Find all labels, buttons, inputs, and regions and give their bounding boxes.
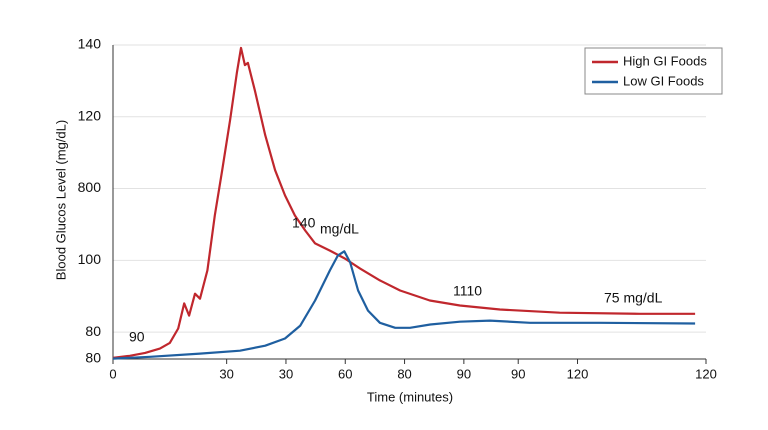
annotation: 90 (129, 329, 145, 345)
x-tick-label: 30 (219, 366, 233, 381)
legend-label: High GI Foods (623, 53, 707, 68)
y-tick-label: 800 (78, 179, 102, 195)
annotation: 75 mg/dL (604, 290, 663, 306)
line-series (112, 250, 696, 360)
x-tick-label: 0 (109, 366, 116, 381)
x-axis-label: Time (minutes) (367, 389, 453, 404)
line-series (112, 46, 696, 359)
annotation: 140 (292, 215, 316, 231)
legend-box (584, 47, 723, 95)
y-tick-label: 80 (85, 350, 101, 366)
y-tick-label: 80 (85, 323, 101, 339)
x-tick-label: 120 (695, 366, 717, 381)
y-tick-label: 120 (78, 107, 102, 123)
y-tick-label: 100 (78, 251, 102, 267)
y-axis-label: Blood Glucos Level (mg/dL) (53, 120, 68, 280)
x-tick-label: 90 (511, 366, 525, 381)
x-tick-label: 90 (457, 366, 471, 381)
x-tick-label: 30 (279, 366, 293, 381)
annotation: mg/dL (320, 221, 359, 237)
legend-label: Low GI Foods (623, 73, 704, 88)
x-tick-label: 60 (338, 366, 352, 381)
annotation: 1110 (453, 283, 482, 299)
x-tick-label: 80 (397, 366, 411, 381)
x-tick-label: 120 (567, 366, 589, 381)
y-tick-label: 140 (78, 36, 102, 52)
